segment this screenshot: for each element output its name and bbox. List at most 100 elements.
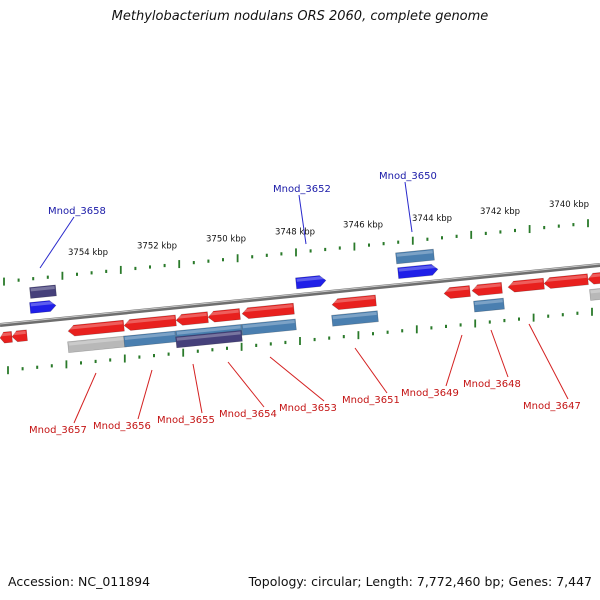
feature-right-cds (587, 271, 600, 285)
feature-shine (176, 325, 241, 335)
feature-left-cds-b (11, 329, 28, 343)
leader-line (354, 347, 388, 394)
feature-shape (589, 288, 600, 301)
feature-shape (471, 282, 503, 296)
gene-label: Mnod_3657 (29, 425, 87, 436)
feature-mnod-3650-gene (395, 248, 435, 265)
scale-label: 3742 kbp (480, 207, 520, 217)
feature-shape (543, 273, 589, 289)
feature-left-cds-a (0, 331, 13, 344)
leader-line (137, 369, 153, 420)
feature-mnod-3649-cds (443, 285, 471, 299)
feature-shape (175, 330, 243, 349)
feature-shape (331, 294, 377, 310)
feature-shape (443, 285, 471, 299)
feature-shape (507, 277, 545, 293)
feature-shine (474, 299, 503, 306)
feature-shine (176, 312, 207, 319)
feature-shape (67, 319, 125, 337)
feature-shine (396, 250, 433, 257)
leader-line (39, 216, 75, 269)
feature-shape (473, 297, 505, 313)
gene-label: Mnod_3648 (463, 379, 521, 390)
feature-mnod-3653-gene (241, 318, 297, 336)
gene-label: Mnod_3655 (157, 415, 215, 426)
leader-line (490, 329, 509, 378)
leader-line (192, 363, 203, 414)
feature-shine (588, 273, 600, 278)
feature-shine (124, 332, 175, 340)
feature-shine (124, 316, 175, 324)
feature-right-gene (589, 288, 600, 301)
accession-text: Accession: NC_011894 (8, 574, 151, 589)
backbone-line (0, 263, 600, 327)
gene-label: Mnod_3650 (379, 171, 437, 182)
feature-track (0, 248, 600, 353)
leader-line (227, 361, 265, 408)
leader-line (73, 372, 97, 424)
scale-label: 3752 kbp (137, 241, 177, 251)
inner-tick-track (7, 307, 593, 375)
feature-mnod-3656-gene (123, 330, 177, 348)
feature-mnod-3648-cds (471, 282, 503, 296)
feature-shine (590, 289, 600, 294)
feature-shape (395, 248, 435, 265)
leader-line (528, 323, 569, 400)
feature-shape (0, 331, 13, 344)
scale-label: 3754 kbp (68, 248, 108, 258)
feature-shine (332, 311, 377, 320)
feature-shape (207, 308, 241, 323)
feature-shine (332, 296, 375, 304)
leader-line (298, 194, 307, 245)
gene-labels: Mnod_3658 Mnod_3652 Mnod_3650 Mnod_3657 Mnod… (29, 171, 581, 436)
feature-shine (398, 264, 437, 272)
gene-label: Mnod_3647 (523, 401, 581, 412)
genome-summary-text: Topology: circular; Length: 7,772,460 bp… (248, 574, 592, 589)
feature-mnod-3652-cds (295, 275, 327, 290)
feature-shape (241, 302, 295, 319)
feature-shape (295, 275, 327, 290)
feature-mnod-3657-gene (67, 335, 127, 353)
feature-shine (242, 304, 293, 313)
feature-mnod-3655-cds (175, 311, 209, 326)
feature-mnod-3656-cds (123, 314, 177, 331)
feature-shape (175, 311, 209, 326)
leader-line (269, 356, 325, 402)
scale-labels: 3754 kbp 3752 kbp 3750 kbp 3748 kbp 3746 kbp… (68, 200, 589, 258)
feature-mnod-3650-cds (397, 264, 439, 279)
outer-tick-track (3, 219, 589, 286)
feature-shape (241, 318, 297, 336)
feature-shape (29, 300, 57, 314)
scale-label: 3746 kbp (343, 221, 383, 231)
scale-label: 3750 kbp (206, 234, 246, 244)
feature-shine (12, 330, 26, 336)
scale-label: 3744 kbp (412, 214, 452, 224)
feature-shine (472, 283, 501, 290)
gene-label: Mnod_3656 (93, 421, 151, 432)
feature-shape (587, 271, 600, 285)
feature-shine (0, 332, 11, 337)
gene-label: Mnod_3654 (219, 409, 277, 420)
feature-shape (29, 284, 57, 299)
scale-label: 3748 kbp (275, 228, 315, 238)
feature-mnod-3653-cds (241, 302, 295, 319)
feature-mnod-3647-cds-b (543, 273, 589, 289)
feature-shine (30, 301, 55, 307)
page-title: Methylobacterium nodulans ORS 2060, comp… (111, 9, 489, 24)
scale-label: 3740 kbp (549, 200, 589, 210)
feature-mnod-3648-gene (473, 297, 505, 313)
feature-shine (444, 286, 469, 293)
feature-mnod-3655-region (175, 330, 243, 349)
leader-line (445, 334, 463, 387)
gene-label: Mnod_3658 (48, 206, 106, 217)
feature-mnod-3651-gene (331, 310, 379, 327)
feature-mnod-3657-cds (67, 319, 125, 337)
feature-mnod-3658-gene (29, 284, 57, 299)
gene-label: Mnod_3652 (273, 184, 331, 195)
feature-shape (331, 310, 379, 327)
feature-mnod-3647-cds-a (507, 277, 545, 293)
feature-mnod-3658-cds (29, 300, 57, 314)
feature-shine (208, 309, 239, 316)
